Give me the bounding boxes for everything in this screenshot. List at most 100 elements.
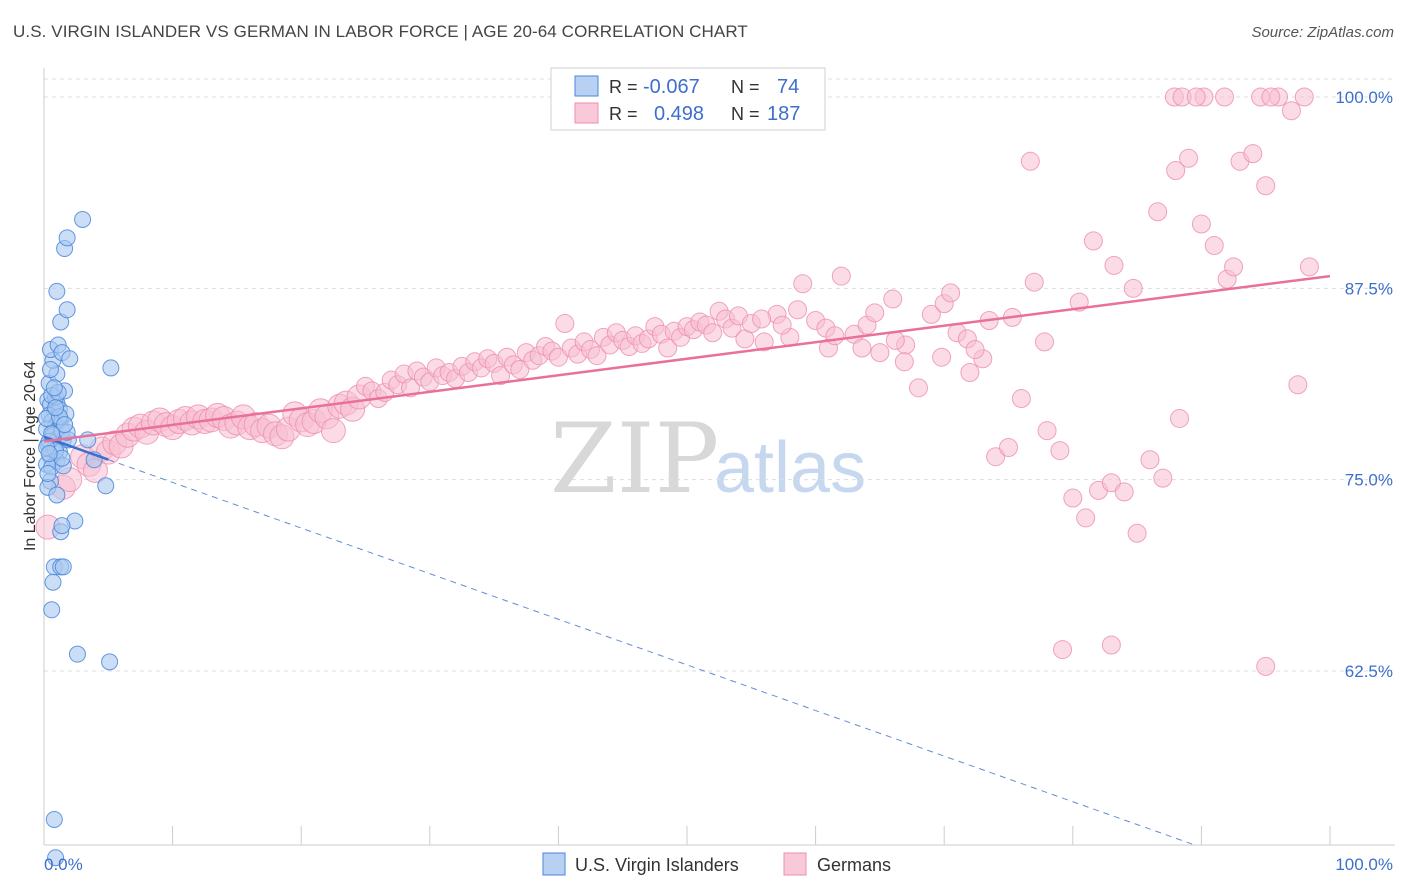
bottom-legend-label-blue: U.S. Virgin Islanders [575, 855, 739, 875]
virgin-islanders-point [58, 229, 76, 247]
germans-point [1243, 144, 1263, 164]
legend-n-value-1: 74 [777, 76, 799, 98]
virgin-islanders-point [40, 445, 58, 463]
germans-point [1191, 214, 1211, 234]
germans-point [894, 352, 914, 372]
legend-r-value-2: 0.498 [654, 103, 704, 125]
germans-point [1288, 375, 1308, 395]
germans-point [788, 300, 808, 320]
germans-point [1101, 635, 1121, 655]
bottom-legend-swatch-pink [783, 852, 807, 876]
germans-point [754, 332, 774, 352]
germans-point [870, 343, 890, 363]
germans-point [491, 366, 511, 386]
virgin-islanders-point [54, 558, 72, 576]
germans-point [865, 303, 885, 323]
germans-point [883, 289, 903, 309]
germans-point [1020, 151, 1040, 171]
virgin-islanders-point [102, 359, 120, 377]
germans-point [658, 338, 678, 358]
watermark-atlas: atlas [714, 428, 866, 508]
germans-point [1063, 488, 1083, 508]
germans-point [921, 304, 941, 324]
virgin-islanders-point [53, 517, 71, 535]
watermark-zip: ZIP [550, 403, 719, 515]
germans-point [1101, 473, 1121, 493]
chart-title: U.S. VIRGIN ISLANDER VS GERMAN IN LABOR … [13, 22, 748, 41]
germans-point [1215, 87, 1235, 107]
virgin-islanders-point [68, 645, 86, 663]
virgin-islanders-point [44, 573, 62, 591]
legend-n-label-2: N = [731, 104, 760, 124]
germans-point [752, 309, 772, 329]
germans-point [1053, 640, 1073, 660]
germans-point [587, 346, 607, 366]
germans-point [793, 274, 813, 294]
germans-point [932, 347, 952, 367]
virgin-islanders-point [48, 486, 66, 504]
germans-point [1104, 255, 1124, 275]
germans-point [1140, 450, 1160, 470]
germans-points [35, 87, 1319, 676]
germans-point [1083, 231, 1103, 251]
legend-box: R = -0.067 N = 74 R = 0.498 N = 187 [550, 67, 826, 131]
germans-point [772, 315, 792, 335]
virgin-islanders-point [39, 465, 57, 483]
germans-point [1224, 257, 1244, 277]
bottom-legend: U.S. Virgin Islanders Germans [542, 852, 891, 876]
virgin-islanders-point [43, 601, 61, 619]
germans-point [986, 447, 1006, 467]
legend-n-label-1: N = [731, 77, 760, 97]
y-tick-label: 87.5% [1345, 279, 1393, 298]
virgin-islanders-point [56, 416, 74, 434]
germans-point [941, 283, 961, 303]
y-tick-labels: 62.5% 75.0% 87.5% 100.0% [1335, 88, 1393, 681]
x-tick-label-max: 100.0% [1335, 855, 1393, 874]
germans-point [1186, 87, 1206, 107]
germans-point [1127, 523, 1147, 543]
y-tick-label: 100.0% [1335, 88, 1393, 107]
germans-point [1166, 160, 1186, 180]
trend-lines [43, 274, 1331, 846]
germans-point [908, 378, 928, 398]
germans-point [1153, 468, 1173, 488]
virgin-islanders-point [41, 360, 59, 378]
x-tick-label-min: 0.0% [44, 855, 83, 874]
y-tick-label: 62.5% [1345, 662, 1393, 681]
germans-point [555, 314, 575, 334]
virgin-islanders-point [47, 399, 65, 417]
germans-point [1114, 482, 1134, 502]
legend-swatch-pink [574, 102, 599, 124]
virgin-islanders-point [58, 301, 76, 319]
axes [43, 68, 1395, 846]
germans-point [548, 347, 568, 367]
germans-point [1294, 87, 1314, 107]
virgin-islanders-point [45, 379, 63, 397]
virgin-islanders-point [101, 653, 119, 671]
legend-r-value-1: -0.067 [643, 76, 700, 98]
legend-swatch-blue [574, 75, 599, 97]
germans-point [1256, 656, 1276, 676]
germans-point [1261, 87, 1281, 107]
germans-point [703, 323, 723, 343]
germans-point [1299, 257, 1319, 277]
germans-point [1148, 202, 1168, 222]
germans-point [999, 438, 1018, 458]
germans-point [960, 363, 980, 383]
legend-n-value-2: 187 [767, 103, 800, 125]
germans-point [1011, 389, 1031, 409]
source-credit: Source: ZipAtlas.com [1251, 24, 1394, 41]
y-tick-label: 75.0% [1345, 471, 1393, 490]
virgin-islanders-point [74, 210, 92, 228]
germans-point [320, 418, 346, 444]
virgin-islanders-point [48, 282, 66, 300]
virgin-islanders-trend-dashed [108, 459, 1195, 846]
germans-point [510, 359, 530, 379]
bottom-legend-label-pink: Germans [817, 855, 891, 875]
virgin-islanders-point [61, 350, 79, 368]
germans-point [1037, 421, 1057, 441]
y-axis-title: In Labor Force | Age 20-64 [22, 361, 39, 551]
germans-point [1024, 272, 1044, 292]
germans-point [852, 338, 872, 358]
virgin-islanders-point [97, 477, 115, 495]
